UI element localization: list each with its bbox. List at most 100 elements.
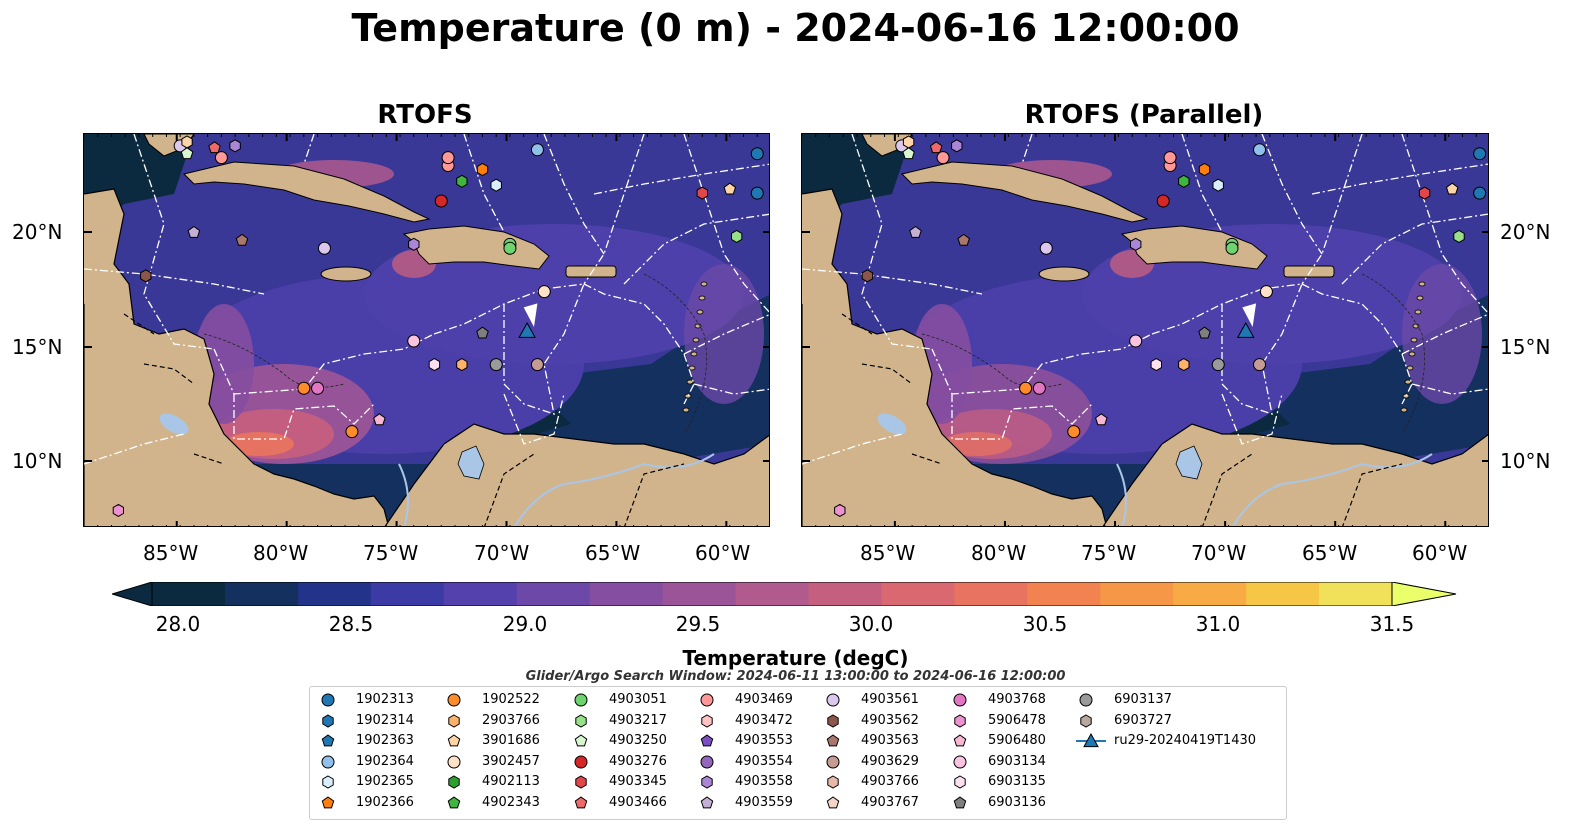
legend-label: 5906480 [988, 733, 1046, 748]
land-puerto-rico [565, 265, 617, 278]
float-marker [476, 326, 489, 339]
legend-label: 4903217 [609, 712, 667, 728]
eez-boundary [683, 134, 769, 313]
legend-marker [1080, 713, 1092, 728]
colorbar-segment [1319, 582, 1393, 606]
land-antilles-island [1404, 379, 1412, 385]
lake-nicaragua [159, 413, 189, 435]
colorbar-segment [589, 582, 664, 606]
lake-maracaibo [1175, 445, 1203, 480]
lon-label-60w-right: 60°W [1412, 541, 1468, 565]
legend-marker [701, 713, 713, 728]
float-marker [214, 151, 228, 165]
float-marker [456, 174, 468, 188]
legend-label: 4903554 [735, 753, 793, 769]
legend-marker-shape [1083, 732, 1099, 748]
legend-marker [448, 713, 460, 728]
float-marker [909, 225, 922, 238]
legend-marker [321, 795, 335, 808]
river [398, 463, 409, 526]
float-marker [428, 358, 441, 372]
legend-label: 6903137 [1114, 692, 1172, 707]
float-marker [1418, 186, 1431, 200]
eez-boundary [543, 134, 605, 255]
colorbar-label: Temperature (degC) [682, 646, 909, 670]
lat-label-15n-left: 15°N [12, 335, 63, 359]
legend-label: ru29-20240419T1430 [1114, 733, 1257, 748]
land-jamaica [1038, 266, 1090, 282]
ocean-warm-region [942, 432, 1012, 456]
float-marker [434, 194, 448, 208]
eez-boundary [1301, 283, 1413, 405]
colorbar-segment [443, 582, 518, 606]
national-borders [841, 313, 1403, 526]
legend-label: 4903767 [861, 794, 919, 810]
colorbar-segment [152, 582, 226, 606]
legend-marker [574, 734, 588, 747]
eez-boundary [1221, 393, 1283, 445]
eez-boundary [583, 283, 695, 405]
legend-marker [448, 775, 460, 789]
legend-marker-shape [574, 755, 588, 768]
legend-marker [700, 755, 714, 768]
colorbar-tick-label: 28.0 [155, 612, 201, 636]
eez-boundary [1181, 134, 1223, 233]
legend-marker-shape [700, 693, 714, 707]
land-south-america [384, 423, 769, 526]
glider-marker [1236, 321, 1255, 338]
colorbar-extend-max [1391, 582, 1457, 606]
eez-boundary [593, 163, 769, 195]
map-rtofs-parallel-canvas [802, 134, 1488, 526]
float-marker [311, 381, 325, 395]
lake-nicaragua [877, 413, 907, 435]
lat-label-10n-right: 10°N [1500, 449, 1551, 473]
colorbar-segment [881, 582, 955, 606]
float-marker [1473, 147, 1487, 161]
eez-boundary [84, 433, 185, 465]
legend-marker-shape [448, 775, 460, 789]
eez-boundary [303, 134, 315, 165]
colorbar-segment [1100, 582, 1174, 606]
float-marker [1198, 326, 1211, 339]
legend-marker [575, 713, 587, 728]
lat-label-15n-right: 15°N [1500, 335, 1551, 359]
legend-marker-shape [447, 795, 461, 808]
river [1232, 453, 1433, 526]
colorbar-tick-label: 31.0 [1195, 612, 1241, 636]
land-antilles-island [700, 281, 708, 287]
float-marker [1211, 358, 1225, 372]
land-antilles-island [1414, 309, 1422, 315]
glider-track [523, 303, 538, 328]
colorbar-segment [516, 582, 591, 606]
land-antilles-island [1410, 337, 1418, 343]
float-marker [750, 186, 764, 200]
land-puerto-rico [1283, 265, 1335, 278]
float-marker [187, 225, 201, 238]
eez-boundary [1301, 134, 1363, 285]
land-central-america [84, 188, 390, 526]
map-layers [84, 134, 769, 526]
land-antilles-island [686, 379, 694, 385]
land-antilles-island [1406, 365, 1414, 371]
float-marker [208, 141, 221, 154]
legend-marker [321, 693, 335, 707]
legend-marker-shape [701, 713, 713, 728]
legend-marker-shape [954, 713, 966, 728]
map-rtofs [83, 133, 770, 527]
legend-label: 3901686 [482, 733, 540, 748]
lon-label-70w-left: 70°W [474, 541, 530, 565]
land-cuba [183, 161, 431, 223]
legend-label: 6903135 [988, 774, 1046, 789]
map-layers [802, 134, 1488, 526]
float-marker [180, 147, 194, 160]
lon-label-85w-right: 85°W [860, 541, 916, 565]
eez-boundary [1311, 163, 1488, 195]
legend-marker [826, 795, 840, 808]
float-marker [1259, 285, 1273, 299]
colorbar-tick-label: 28.5 [328, 612, 374, 636]
land-antilles-island [1416, 295, 1424, 301]
legend-marker-shape [826, 795, 840, 808]
legend-marker-shape [575, 713, 587, 728]
float-marker [861, 269, 874, 283]
colorbar [112, 582, 1457, 606]
